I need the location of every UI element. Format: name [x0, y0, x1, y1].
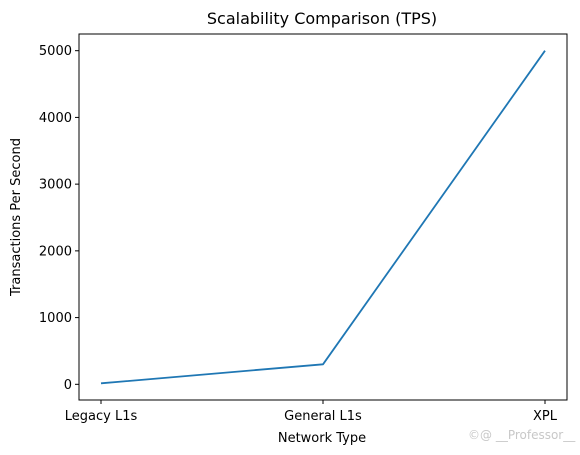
x-tick-label: Legacy L1s: [65, 409, 138, 424]
series-line-0: [100, 50, 546, 385]
x-axis: Legacy L1s General L1s XPL: [65, 400, 558, 424]
x-tick-label: General L1s: [284, 409, 362, 424]
y-tick-label: 4000: [39, 111, 72, 126]
x-axis-label: Network Type: [278, 431, 366, 446]
y-tick-label: 3000: [39, 178, 72, 193]
plot-frame: [78, 33, 568, 401]
chart-title: Scalability Comparison (TPS): [207, 9, 437, 28]
y-tick-label: 0: [64, 378, 72, 393]
x-tick-label: XPL: [533, 409, 558, 424]
y-tick-label: 2000: [39, 244, 72, 259]
y-axis-label: Transactions Per Second: [9, 138, 24, 297]
y-tick-label: 5000: [39, 44, 72, 59]
series-group: [100, 50, 546, 385]
watermark-text: ©@ __Professor__: [468, 428, 576, 442]
y-tick-label: 1000: [39, 311, 72, 326]
y-axis: 0 1000 2000 3000 4000 5000: [39, 44, 79, 393]
